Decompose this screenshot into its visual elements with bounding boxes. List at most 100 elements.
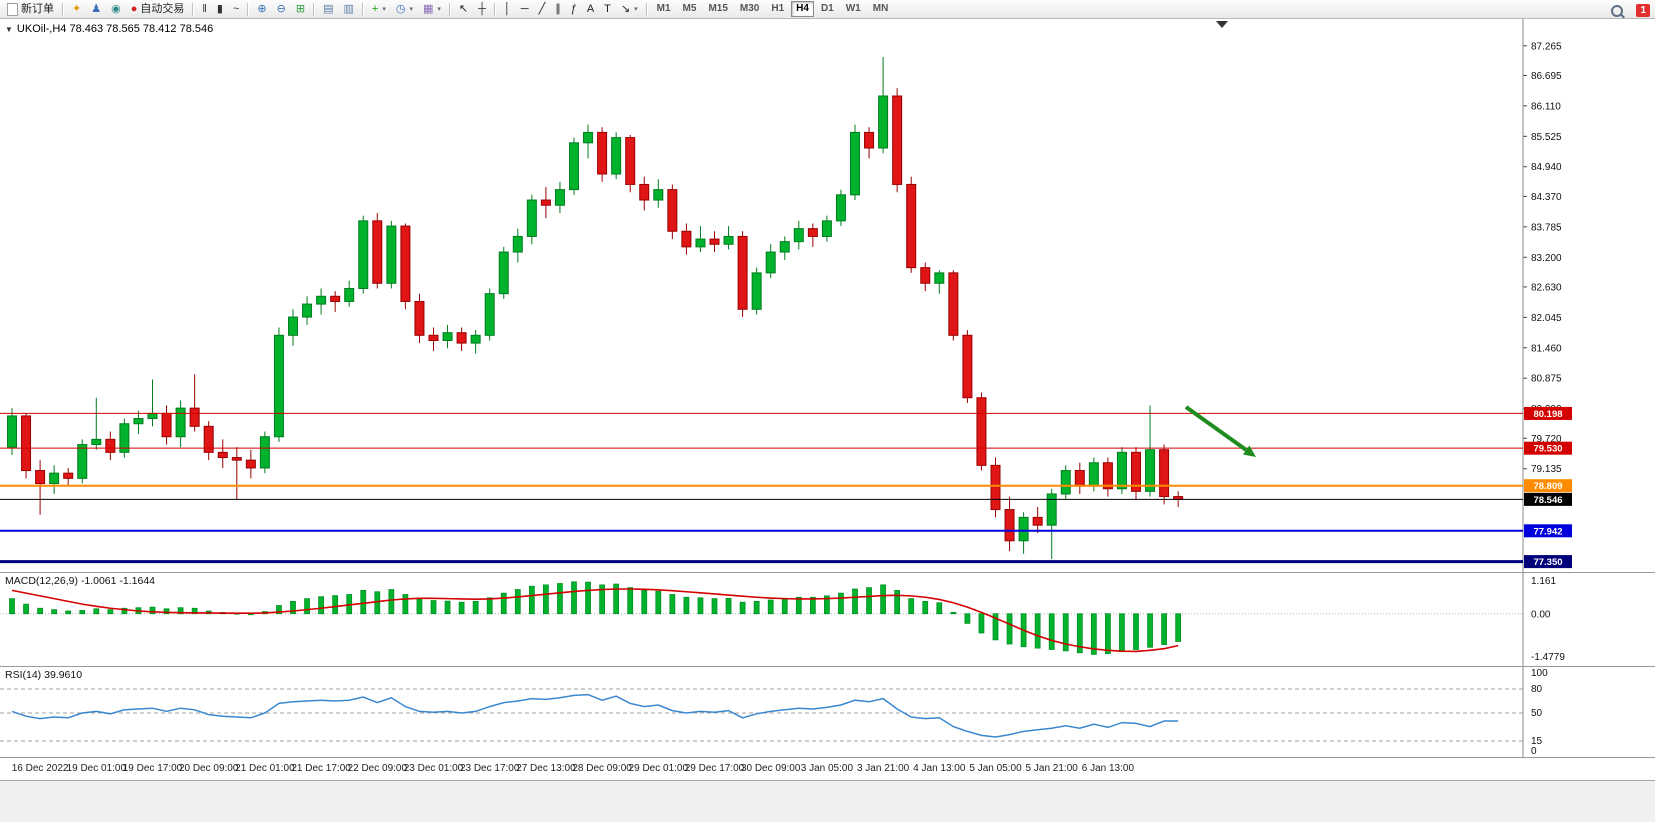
toolbar-separator — [361, 2, 364, 16]
indicators-button[interactable]: + ▾ — [367, 1, 391, 18]
timeframe-button-m5[interactable]: M5 — [682, 3, 697, 14]
vertical-line-icon: │ — [503, 2, 511, 15]
arrange-windows-icon: ▤ — [323, 2, 334, 15]
bar-chart-button[interactable]: ‖ — [197, 1, 212, 18]
time-label: 23 Dec 01:00 — [403, 763, 464, 774]
cursor-button[interactable]: ↖ — [454, 1, 473, 18]
tile-windows-icon: ⊞ — [295, 2, 306, 15]
svg-text:78.546: 78.546 — [1533, 495, 1562, 506]
cursor-icon: ↖ — [458, 2, 469, 15]
new-order-icon — [7, 2, 18, 16]
fibonacci-button[interactable]: ƒ — [566, 1, 582, 18]
zoom-out-button[interactable]: ⊖ — [272, 1, 291, 18]
rsi-label: RSI(14) — [5, 669, 42, 681]
template-image-icon: ▦ — [422, 2, 434, 15]
search-button[interactable] — [1606, 2, 1628, 19]
tile-windows-button[interactable]: ⊞ — [291, 1, 310, 18]
periods-button[interactable]: ◷ ▾ — [391, 1, 418, 18]
line-chart-icon: ~ — [232, 2, 240, 15]
toolbar-buttons: 新订单 ✦ ♟ ◉ ● 自动交易 ‖ ▮ ~ ⊕ ⊖ ⊞ ▤ ▥ + ▾ ◷ ▾ ▦ ▾ ↖ ┼ │ ─ ╱ ∥ ƒ A T ↘ ▾ M1 M5… — [2, 1, 894, 18]
one-click-trading-toggle[interactable]: ▼ — [5, 24, 13, 34]
status-bar — [0, 781, 1655, 822]
time-axis[interactable]: 16 Dec 2022 19 Dec 01:00 19 Dec 17:00 20 De… — [0, 758, 1655, 781]
vertical-line-button[interactable]: │ — [499, 1, 516, 18]
toolbar-separator — [192, 2, 195, 16]
svg-text:83.200: 83.200 — [1531, 253, 1562, 264]
svg-text:0.00: 0.00 — [1531, 609, 1551, 620]
community-button[interactable]: ♟ — [86, 1, 106, 18]
toolbar-separator — [247, 2, 250, 16]
notification-badge[interactable]: 1 — [1636, 4, 1650, 17]
time-label: 4 Jan 13:00 — [913, 763, 966, 774]
time-label: 3 Jan 05:00 — [800, 763, 854, 774]
svg-text:77.942: 77.942 — [1533, 526, 1562, 537]
chart-window: 87.265 86.695 86.110 85.525 84.940 84.370 83.7… — [0, 19, 1655, 822]
rsi-header: RSI(14) 39.9610 — [5, 669, 82, 681]
candlestick-chart-button[interactable]: ▮ — [212, 1, 228, 18]
timeframe-button-mn[interactable]: MN — [872, 3, 889, 14]
rsi-panel: 100 80 50 15 0 RSI(14) 39.9610 — [0, 667, 1655, 758]
toolbar-separator — [645, 2, 648, 16]
svg-text:79.135: 79.135 — [1531, 464, 1562, 475]
svg-text:15: 15 — [1531, 736, 1543, 747]
timeframe-button-w1[interactable]: W1 — [845, 3, 861, 14]
rsi-line — [11, 693, 1179, 738]
crosshair-button[interactable]: ┼ — [473, 1, 491, 18]
autotrading-button-label: 自动交易 — [140, 2, 185, 15]
caret-down-icon: ▾ — [409, 6, 413, 13]
arrows-button[interactable]: ↘ ▾ — [616, 1, 643, 18]
caret-down-icon: ▾ — [382, 6, 386, 13]
main-chart-panel: 87.265 86.695 86.110 85.525 84.940 84.370 83.7… — [0, 19, 1655, 573]
zoom-in-button[interactable]: ⊕ — [252, 1, 271, 18]
time-label: 16 Dec 2022 — [11, 763, 69, 774]
new-order-button[interactable]: 新订单 — [2, 1, 59, 18]
label-button[interactable]: T — [599, 1, 616, 18]
timeframe-button-m30[interactable]: M30 — [739, 3, 760, 14]
cascade-windows-button[interactable]: ▥ — [338, 1, 358, 18]
time-label: 29 Dec 17:00 — [684, 763, 745, 774]
community-icon: ♟ — [91, 2, 102, 15]
svg-text:87.265: 87.265 — [1531, 41, 1562, 52]
search-icon — [1611, 4, 1624, 17]
toolbar-separator — [313, 2, 316, 16]
macd-canvas[interactable]: 1.161 0.00 -1.4779 — [0, 573, 1655, 666]
timeframe-button-h4[interactable]: H4 — [791, 1, 814, 17]
main-chart-canvas[interactable]: 87.265 86.695 86.110 85.525 84.940 84.370 83.7… — [0, 19, 1655, 572]
clock-icon: ◷ — [395, 2, 406, 15]
time-label: 21 Dec 01:00 — [235, 763, 295, 774]
mql5-button[interactable]: ◉ — [106, 1, 126, 18]
templates-button[interactable]: ▦ ▾ — [418, 1, 446, 18]
horizontal-line-button[interactable]: ─ — [516, 1, 534, 18]
channel-button[interactable]: ∥ — [550, 1, 566, 18]
arrange-windows-button[interactable]: ▤ — [318, 1, 338, 18]
time-label: 29 Dec 01:00 — [628, 763, 689, 774]
svg-text:80.198: 80.198 — [1533, 409, 1562, 420]
timeframe-button-h1[interactable]: H1 — [771, 3, 785, 14]
trendline-button[interactable]: ╱ — [534, 1, 551, 18]
rsi-canvas[interactable]: 100 80 50 150 — [0, 667, 1655, 757]
text-button[interactable]: A — [582, 1, 599, 18]
timeframe-button-m1[interactable]: M1 — [656, 3, 671, 14]
zoom-in-icon: ⊕ — [257, 2, 267, 15]
svg-text:50: 50 — [1531, 708, 1543, 719]
autotrading-button[interactable]: ● 自动交易 — [126, 1, 190, 18]
toolbar: 新订单 ✦ ♟ ◉ ● 自动交易 ‖ ▮ ~ ⊕ ⊖ ⊞ ▤ ▥ + ▾ ◷ ▾ ▦ ▾ ↖ ┼ │ ─ ╱ ∥ ƒ A T ↘ ▾ M1 M5… — [0, 0, 1655, 19]
new-order-button-label: 新订单 — [21, 2, 54, 15]
time-label: 27 Dec 13:00 — [516, 763, 576, 774]
time-label: 5 Jan 21:00 — [1025, 763, 1078, 774]
cascade-windows-icon: ▥ — [343, 2, 354, 15]
signals-button[interactable]: ✦ — [67, 1, 86, 18]
timeframe-button-m15[interactable]: M15 — [708, 3, 728, 14]
svg-text:84.370: 84.370 — [1531, 192, 1562, 203]
svg-text:1.161: 1.161 — [1531, 576, 1556, 587]
svg-text:77.350: 77.350 — [1533, 557, 1562, 568]
line-chart-button[interactable]: ~ — [228, 1, 244, 18]
time-label: 21 Dec 17:00 — [291, 763, 351, 774]
macd-panel: 1.161 0.00 -1.4779 MACD(12,26,9) -1.0061 -… — [0, 573, 1655, 667]
symbol-ohlc-text: UKOil-,H4 78.463 78.565 78.412 78.546 — [16, 23, 214, 35]
timeframe-button-d1[interactable]: D1 — [820, 3, 834, 14]
svg-text:86.110: 86.110 — [1531, 101, 1561, 112]
toolbar-separator — [493, 2, 496, 16]
candles — [7, 56, 1184, 559]
macd-histogram — [9, 581, 1182, 655]
